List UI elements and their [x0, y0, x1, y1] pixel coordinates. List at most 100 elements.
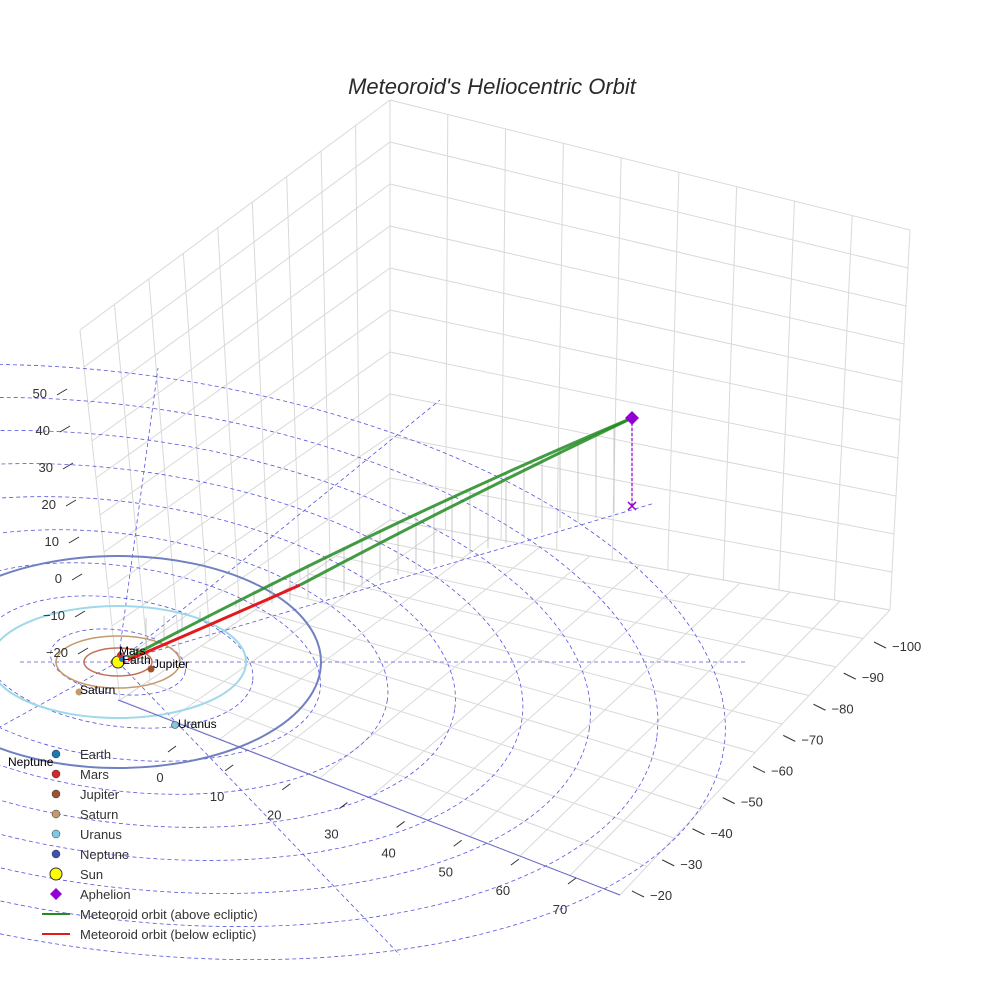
legend-item[interactable]: Meteoroid orbit (below ecliptic) [40, 924, 258, 944]
x-tick-label: −20 [650, 888, 672, 903]
grid-line [569, 600, 841, 876]
ecliptic-spoke [117, 502, 656, 663]
orbit-above-ecliptic [127, 416, 633, 660]
ecliptic-spoke [117, 367, 159, 663]
legend-item[interactable]: Earth [40, 744, 258, 764]
legend-item[interactable]: Meteoroid orbit (above ecliptic) [40, 904, 258, 924]
y-tick [281, 783, 291, 791]
x-tick-label: −40 [711, 826, 733, 841]
y-tick [453, 839, 463, 847]
planet-label: Neptune [8, 755, 54, 769]
legend-swatch-icon [40, 744, 72, 764]
grid-line [469, 582, 741, 837]
legend-swatch-icon [40, 864, 72, 884]
grid-line [95, 267, 391, 479]
x-tick [722, 797, 735, 805]
legend-label: Jupiter [80, 786, 120, 802]
grid-line [389, 477, 893, 573]
ecliptic-spoke [117, 661, 401, 956]
planet-label: Earth [122, 653, 151, 667]
y-tick-label: 20 [267, 808, 281, 823]
legend-swatch-icon [40, 904, 72, 924]
x-tick-label: −90 [862, 670, 884, 685]
z-tick [65, 499, 77, 507]
x-tick [662, 859, 675, 867]
legend-item[interactable]: Jupiter [40, 784, 258, 804]
z-tick [77, 647, 89, 655]
mars-marker [117, 652, 123, 658]
jupiter-marker [147, 665, 155, 673]
z-tick [56, 388, 68, 396]
grid-line [362, 537, 864, 639]
grid-line [99, 309, 391, 516]
orbit-below-ecliptic [127, 583, 301, 662]
planet-label: Saturn [80, 683, 115, 697]
legend-item[interactable]: Mars [40, 764, 258, 784]
legend-label: Mars [80, 766, 109, 782]
reference-line [117, 699, 621, 896]
grid-line [389, 351, 899, 459]
legend-item[interactable]: Aphelion [40, 884, 258, 904]
legend-swatch-icon [40, 884, 72, 904]
legend-label: Saturn [80, 806, 119, 822]
x-tick [692, 828, 705, 836]
grid-line [83, 141, 391, 368]
x-tick [843, 672, 856, 680]
grid-line [369, 564, 641, 798]
planet-orbit [0, 555, 322, 769]
ecliptic-spoke [0, 661, 119, 728]
ecliptic-ring [0, 496, 456, 828]
x-tick-label: −100 [892, 639, 921, 654]
grid-line [419, 573, 691, 818]
uranus-marker [171, 721, 179, 729]
x-tick-label: −50 [741, 795, 763, 810]
y-tick-label: 40 [381, 845, 395, 860]
legend-item[interactable]: Saturn [40, 804, 258, 824]
grid-line [389, 225, 905, 345]
y-tick-label: 30 [324, 827, 338, 842]
legend-label: Meteoroid orbit (above ecliptic) [80, 906, 258, 922]
y-tick [339, 802, 348, 809]
meteoroid-orbit [127, 416, 633, 662]
legend-swatch-icon [40, 924, 72, 944]
grid-line [389, 183, 907, 307]
ecliptic-ring [0, 562, 321, 762]
chart-title: Meteoroid's Heliocentric Orbit [348, 74, 636, 99]
planet-orbits [0, 555, 621, 896]
grid-line [389, 267, 903, 383]
saturn-marker [75, 688, 83, 696]
grid-line [389, 99, 911, 231]
legend: Earth Mars Jupiter Saturn Uranus Neptune Sun Ap… [40, 744, 258, 944]
grid-line [87, 183, 391, 405]
ecliptic-ring [0, 363, 726, 961]
grid-line [389, 519, 891, 611]
ecliptic-rings [0, 363, 745, 961]
x-tick-label: −30 [680, 857, 702, 872]
legend-swatch-icon [40, 764, 72, 784]
legend-label: Neptune [80, 846, 130, 862]
grid-line [389, 435, 895, 535]
z-tick [74, 610, 86, 618]
y-tick-label: 60 [496, 883, 510, 898]
grid-line [111, 435, 391, 627]
legend-item[interactable]: Neptune [40, 844, 258, 864]
ecliptic-ring [0, 529, 389, 795]
planet-orbit [83, 647, 153, 677]
ecliptic-ring [50, 628, 186, 696]
grid-panes [79, 99, 911, 896]
legend-item[interactable]: Sun [40, 864, 258, 884]
grid-line [619, 609, 891, 896]
y-tick-label: 70 [553, 902, 567, 917]
legend-item[interactable]: Uranus [40, 824, 258, 844]
axis-ticks: −20−1001020304050010203040506070−100−90−… [33, 386, 922, 917]
x-tick [631, 890, 645, 898]
z-tick-label: 40 [36, 423, 50, 438]
legend-label: Meteoroid orbit (below ecliptic) [80, 926, 257, 942]
x-tick [873, 641, 887, 649]
planet-label: Jupiter [153, 657, 189, 671]
y-tick [567, 877, 577, 885]
z-tick-label: 0 [55, 571, 62, 586]
z-tick [68, 536, 80, 544]
ecliptic-ring [0, 430, 591, 894]
